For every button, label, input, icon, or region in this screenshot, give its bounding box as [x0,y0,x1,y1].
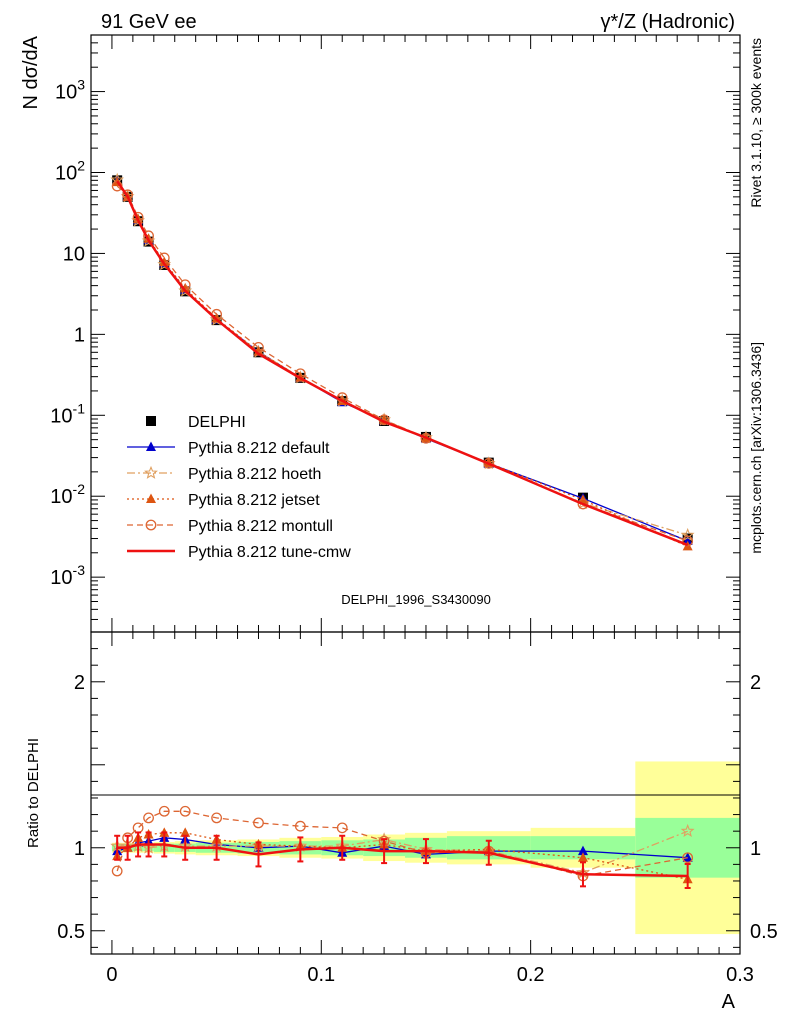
legend-marker-pythia-8-212-default [146,441,156,451]
ratio-point-pythia-8-212-montull-7 [253,817,264,829]
ratio-point-pythia-8-212-montull-8 [294,820,306,832]
point-pythia-8-212-jetset-4 [159,256,170,267]
x-tick-label-3: 0.3 [726,964,754,986]
legend-label-pythia-8-212-jetset: Pythia 8.212 jetset [188,492,320,509]
x-tick-label-0: 0 [106,964,117,986]
ratio-point-pythia-8-212-default-14 [682,852,693,862]
ratio-point-pythia-8-212-tune-cmw-0 [114,834,121,861]
ratio-point-pythia-8-212-default-13 [577,845,588,856]
ratio-line-pythia-8-212-jetset [116,832,688,880]
ratio-point-pythia-8-212-montull-6 [211,812,223,824]
ratio-point-pythia-8-212-tune-cmw-14 [684,862,691,889]
legend-label-pythia-8-212-hoeth: Pythia 8.212 hoeth [188,466,321,483]
ratio-point-pythia-8-212-tune-cmw-7 [255,841,262,868]
x-tick-label-2: 0.2 [517,964,545,986]
y-tick-label-1: 102 [55,157,85,184]
ratio-point-pythia-8-212-tune-cmw-5 [182,834,189,861]
y-tick-label-3: 1 [74,324,85,346]
legend: DELPHI Pythia 8.212 default Pythia 8.212 h… [127,414,351,561]
point-pythia-8-212-montull-14 [682,535,694,547]
series-line-pythia-8-212-montull [116,185,688,542]
point-pythia-8-212-hoeth-5 [178,283,193,297]
point-pythia-8-212-jetset-5 [180,282,191,293]
ratio-point-pythia-8-212-tune-cmw-3 [145,831,152,858]
y-tick-label-2: 10 [63,243,85,265]
x-axis-label: A [722,991,736,1013]
ratio-point-pythia-8-212-tune-cmw-2 [135,831,142,858]
ratio-point-pythia-8-212-tune-cmw-9 [339,834,346,861]
ratio-point-pythia-8-212-tune-cmw-1 [124,834,131,861]
ratio-point-pythia-8-212-montull-5 [179,805,191,817]
ratio-point-pythia-8-212-tune-cmw-8 [297,836,304,863]
ratio-y-tick-label-left-1: 1 [74,838,85,860]
ratio-point-pythia-8-212-tune-cmw-11 [422,838,429,865]
legend-marker-delphi [146,416,156,426]
point-pythia-8-212-montull-13 [577,498,589,510]
ratio-point-pythia-8-212-montull-9 [336,822,348,834]
ratio-point-pythia-8-212-tune-cmw-12 [485,839,492,866]
ratio-y-tick-label-left-0: 2 [74,672,85,694]
ratio-point-pythia-8-212-tune-cmw-4 [161,831,168,858]
legend-marker-pythia-8-212-jetset [146,493,156,503]
mcplots-label: mcplots.cern.ch [arXiv:1306.3436] [748,342,764,554]
ratio-point-pythia-8-212-montull-0 [111,865,123,877]
ratio-point-pythia-8-212-montull-3 [143,812,154,824]
ratio-y-tick-label-left-2: 0.5 [57,921,85,943]
ratio-line-pythia-8-212-hoeth [117,830,688,874]
y-tick-label-5: 10-2 [50,481,85,508]
legend-item-pythia-8-212-default: Pythia 8.212 default [127,440,330,457]
series-pythia-8-212-hoeth [110,172,695,542]
ratio-y-tick-label-right-1: 1 [750,838,761,860]
ratio-ylabel: Ratio to DELPHI [25,738,42,848]
x-tick-label-1: 0.1 [307,964,335,986]
series-line-pythia-8-212-tune-cmw [116,180,689,547]
header-left: 91 GeV ee [101,11,197,33]
ratio-y-tick-label-right-0: 2 [750,672,761,694]
ratio-point-pythia-8-212-jetset-13 [577,852,588,862]
rivet-label: Rivet 3.1.10, ≥ 300k events [748,38,764,208]
series-line-pythia-8-212-default [116,180,688,542]
legend-label-pythia-8-212-default: Pythia 8.212 default [188,440,330,457]
ratio-series-pythia-8-212-tune-cmw [114,831,691,889]
legend-label-delphi: DELPHI [188,414,246,431]
legend-item-pythia-8-212-tune-cmw: Pythia 8.212 tune-cmw [127,544,351,561]
series-pythia-8-212-tune-cmw [116,180,689,547]
ratio-point-pythia-8-212-hoeth-14 [680,823,695,838]
legend-item-pythia-8-212-hoeth: Pythia 8.212 hoeth [127,465,321,483]
series-delphi [112,175,693,544]
ratio-panel-frame [90,631,741,955]
ratio-point-pythia-8-212-montull-4 [158,805,170,817]
ratio-point-pythia-8-212-tune-cmw-10 [381,838,388,865]
legend-item-pythia-8-212-montull: Pythia 8.212 montull [127,518,333,535]
watermark: DELPHI_1996_S3430090 [341,592,491,607]
legend-label-pythia-8-212-montull: Pythia 8.212 montull [188,518,333,535]
y-tick-label-0: 103 [55,77,85,104]
point-pythia-8-212-montull-7 [253,341,264,353]
legend-marker-pythia-8-212-hoeth [144,465,158,479]
ratio-point-pythia-8-212-jetset-5 [180,827,191,837]
ratio-y-tick-label-right-2: 0.5 [750,921,778,943]
y-tick-label-4: 10-1 [50,400,85,427]
series-pythia-8-212-default [112,175,693,545]
header-right: γ*/Z (Hadronic) [601,11,735,33]
legend-marker-pythia-8-212-montull [145,519,157,531]
point-pythia-8-212-montull-12 [483,457,495,469]
main-ylabel: N dσ/dA [20,35,42,109]
ratio-point-pythia-8-212-tune-cmw-13 [579,861,586,888]
ratio-panel: 2 2 1 1 0.5 0.5 0 0.1 0.2 0.3 Ratio to DELPHI A [25,631,778,1013]
point-pythia-8-212-hoeth-14 [680,527,695,542]
ratio-point-pythia-8-212-tune-cmw-6 [213,834,220,861]
ratio-point-pythia-8-212-montull-14 [682,852,694,864]
legend-item-delphi: DELPHI [146,414,246,431]
legend-item-pythia-8-212-jetset: Pythia 8.212 jetset [127,492,320,509]
y-tick-label-6: 10-3 [50,562,85,589]
main-panel-frame [90,34,741,633]
legend-label-pythia-8-212-tune-cmw: Pythia 8.212 tune-cmw [188,544,351,561]
ratio-point-pythia-8-212-montull-2 [132,822,144,834]
